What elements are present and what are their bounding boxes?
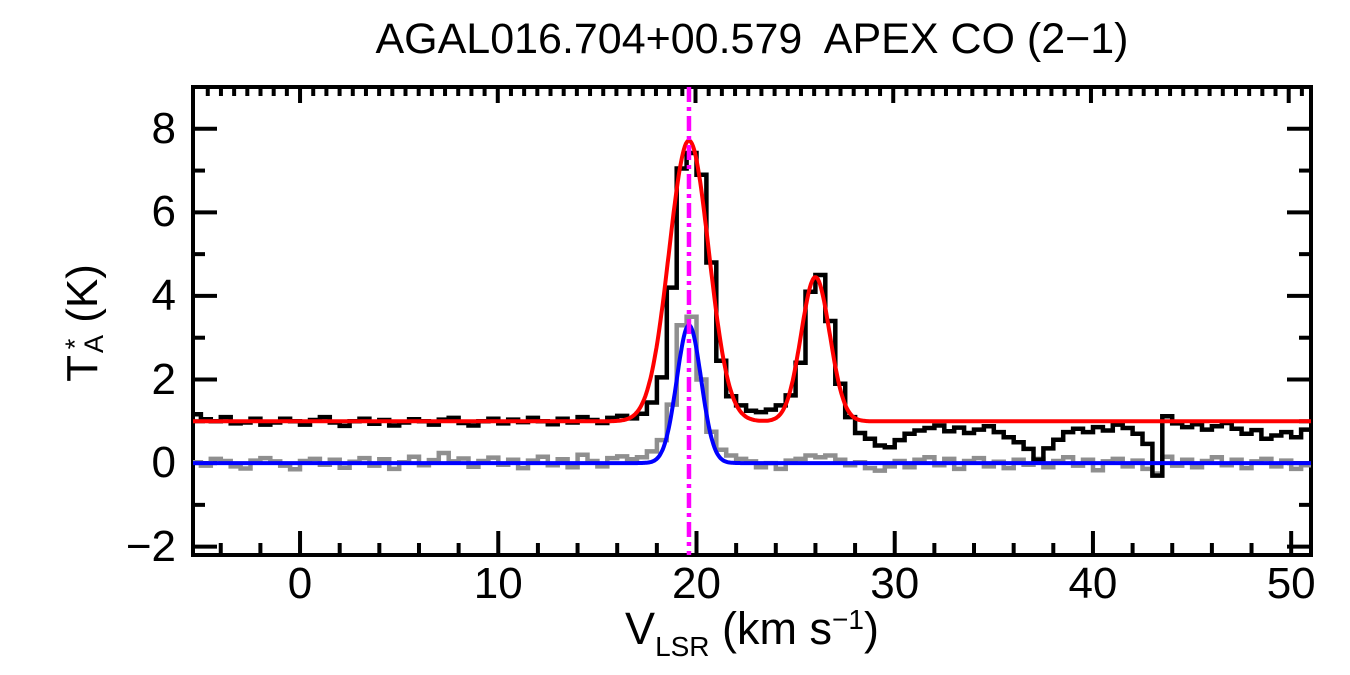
gaussian-fit-reference-curve	[193, 323, 1311, 466]
x-axis-label-unit: (km s	[709, 603, 833, 654]
y-tick-label: 8	[151, 103, 176, 153]
y-tick-label: 2	[151, 354, 176, 404]
plot-box	[191, 85, 1313, 557]
x-axis-label-superscript: −1	[832, 604, 864, 635]
y-axis-label-subscript: A	[79, 335, 109, 354]
y-axis-label: T * A (K)	[57, 208, 109, 438]
x-axis-label-subscript: LSR	[655, 631, 710, 662]
x-axis-label-close: )	[863, 603, 879, 654]
x-axis-label-base: V	[625, 603, 656, 654]
x-tick-label: 20	[672, 559, 721, 608]
x-tick-label: 10	[473, 559, 523, 608]
observed-spectrum-offset-histogram	[193, 150, 1311, 478]
data-layer	[193, 138, 1311, 478]
reference-spectrum-histogram	[193, 314, 1311, 476]
axis-ticks	[193, 85, 1311, 555]
x-tick-label: 40	[1068, 559, 1118, 608]
x-axis-label: VLSR (km s−1)	[193, 603, 1311, 663]
x-tick-label: 0	[287, 559, 313, 608]
y-tick-label: 6	[151, 187, 176, 237]
x-tick-label: 30	[870, 559, 920, 608]
x-tick-label: 50	[1266, 559, 1316, 608]
y-tick-label: 0	[151, 438, 176, 488]
y-tick-label: 4	[151, 270, 176, 320]
y-axis-label-scripts: * A	[60, 335, 109, 354]
gaussian-fit-observed-curve	[193, 138, 1311, 424]
plot-title: AGAL016.704+00.579 APEX CO (2−1)	[375, 15, 1129, 63]
y-tick-label: −2	[125, 521, 176, 571]
